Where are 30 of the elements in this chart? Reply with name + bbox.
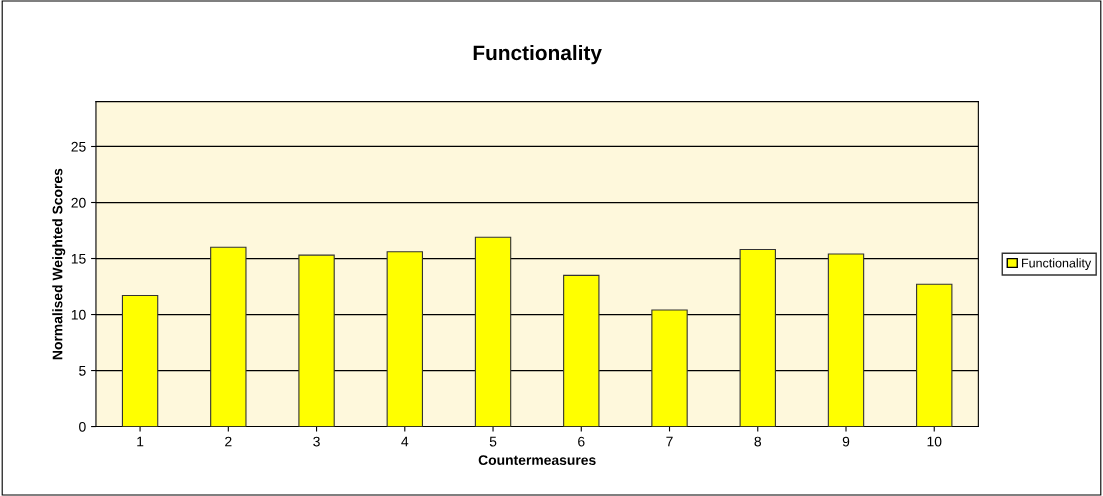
y-tick-label: 5 <box>79 366 86 376</box>
x-tick-label: 1 <box>137 436 144 447</box>
x-tick-label: 3 <box>313 436 320 447</box>
x-tick-label: 8 <box>754 436 762 447</box>
bar <box>121 294 159 427</box>
y-axis-title: Normalised Weighted Scores <box>52 168 66 360</box>
chart-title: Functionality <box>473 44 602 65</box>
x-axis-title: Countermeasures <box>478 455 596 465</box>
y-tick-label: 0 <box>79 421 86 432</box>
y-tick-label: 10 <box>71 309 86 320</box>
bar <box>739 249 776 427</box>
y-tick-label: 15 <box>71 254 86 264</box>
bar <box>210 246 247 427</box>
x-tick-label: 9 <box>842 436 850 447</box>
bar <box>827 253 865 427</box>
x-tick-label: 10 <box>927 436 942 447</box>
y-tick-label: 25 <box>71 141 86 152</box>
bar <box>386 251 424 427</box>
x-tick-label: 7 <box>666 436 673 447</box>
bar <box>474 236 512 427</box>
bar <box>563 274 600 427</box>
legend-label: Functionality <box>1022 258 1092 270</box>
y-tick-label: 20 <box>71 197 86 208</box>
x-tick-label: 2 <box>225 436 232 447</box>
x-tick-label: 4 <box>401 436 409 447</box>
bar <box>298 254 335 427</box>
x-tick-label: 5 <box>489 436 497 447</box>
bar <box>651 309 688 427</box>
x-tick-label: 6 <box>578 436 585 447</box>
bar <box>916 283 953 427</box>
